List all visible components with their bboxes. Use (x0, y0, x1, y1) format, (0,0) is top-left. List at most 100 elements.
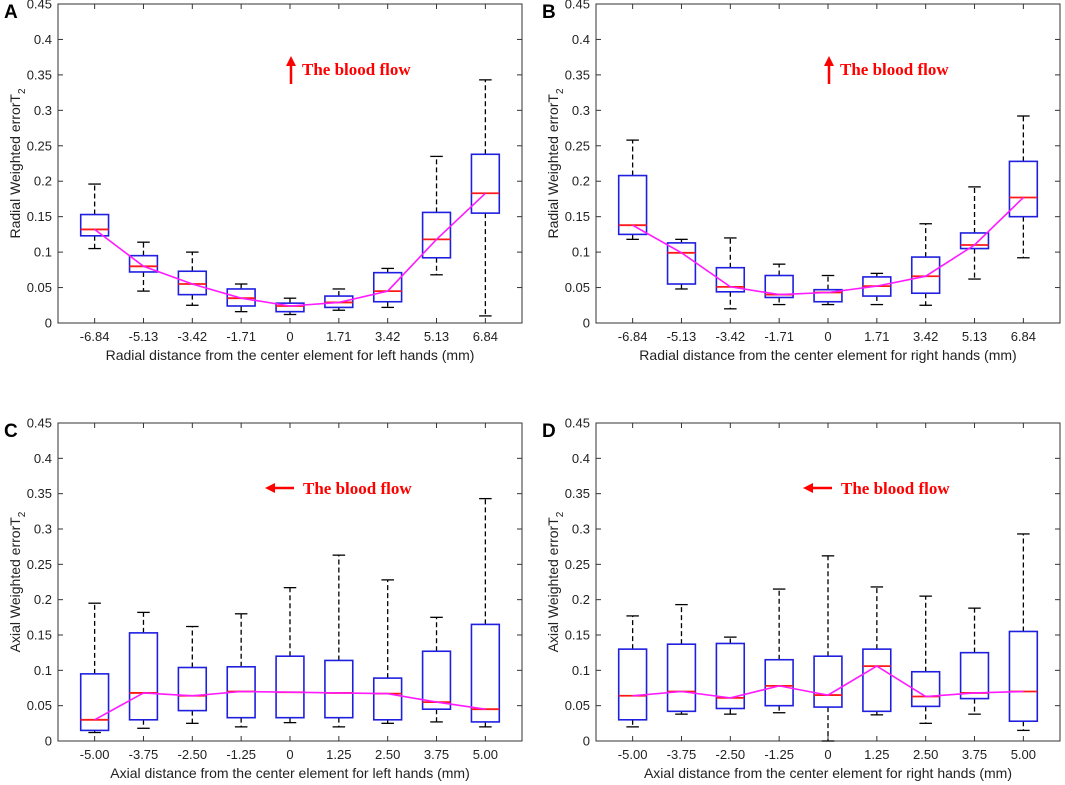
box-7 (910, 595, 941, 724)
y-axis-label: Axial Weighted errorT2 (545, 511, 566, 652)
y-tick-label: 0.4 (34, 451, 52, 466)
x-tick-label: 0 (824, 747, 831, 762)
iqr-box (1008, 160, 1039, 218)
box-9 (470, 497, 501, 728)
median-trend-line (94, 192, 486, 307)
iqr-box (421, 650, 452, 711)
plot-frame (57, 3, 523, 324)
box-8 (421, 155, 452, 276)
y-tick-label: 0.35 (27, 67, 52, 82)
y-tick-label: 0.3 (572, 522, 590, 537)
y-tick-label: 0.05 (565, 280, 590, 295)
x-tick-label: 1.71 (326, 329, 351, 344)
iqr-box (666, 242, 697, 285)
x-tick-label: 1.25 (326, 747, 351, 762)
box-1 (617, 139, 648, 241)
y-axis-label-text: Radial Weighted error (545, 102, 561, 238)
y-tick-label: 0.25 (27, 138, 52, 153)
panel-letter: C (4, 421, 18, 442)
y-tick-label: 0.1 (34, 663, 52, 678)
y-axis-label: Axial Weighted errorT2 (7, 511, 28, 652)
box-4 (764, 263, 794, 306)
x-tick-label: 0 (286, 747, 293, 762)
blood-flow-label: The blood flow (303, 479, 412, 498)
y-tick-label: 0.15 (27, 628, 52, 643)
iqr-box (275, 302, 305, 313)
blood-flow-label: The blood flow (840, 60, 949, 79)
x-tick-label: -1.25 (764, 747, 794, 762)
y-axis-label: Radial Weighted errorT2 (545, 88, 566, 238)
panel-letter: B (542, 2, 556, 23)
iqr-box (177, 666, 208, 712)
x-tick-label: -3.75 (129, 747, 159, 762)
arrow-up-icon (824, 56, 834, 66)
iqr-box (470, 623, 501, 723)
box-1 (79, 602, 110, 734)
y-axis-label-subscript: 2 (17, 511, 28, 517)
y-tick-label: 0.3 (34, 103, 52, 118)
y-tick-label: 0.1 (572, 663, 590, 678)
blood-flow-annotation: The blood flow (286, 56, 411, 84)
panel-b: 0 0.05 0.1 0.15 0.2 0.25 0.3 0.35 0.4 0.45 -6.84 -5… (542, 0, 1061, 363)
box-2 (128, 611, 159, 729)
y-tick-label: 0.15 (565, 628, 590, 643)
y-tick-label: 0.25 (565, 138, 590, 153)
x-tick-label: -1.25 (226, 747, 256, 762)
median-trend-line (632, 196, 1024, 296)
panel-d: 0 0.05 0.1 0.15 0.2 0.25 0.3 0.35 0.4 0.45 -5.00 -3… (542, 416, 1061, 781)
y-tick-label: 0.45 (27, 0, 52, 12)
iqr-box (79, 673, 110, 732)
x-tick-label: 3.42 (375, 329, 400, 344)
y-tick-label: 0.05 (565, 698, 590, 713)
box-9 (1008, 115, 1039, 259)
iqr-box (372, 677, 403, 721)
x-tick-label: -2.50 (715, 747, 745, 762)
y-tick-label: 0.3 (34, 522, 52, 537)
y-tick-label: 0.45 (565, 0, 590, 12)
y-tick-label: 0.1 (34, 245, 52, 260)
box-6 (862, 272, 892, 306)
x-tick-label: 6.84 (473, 329, 498, 344)
x-tick-label: -2.50 (177, 747, 207, 762)
y-axis-label-symbol: T (545, 517, 561, 526)
y-axis-label-subscript: 2 (555, 511, 566, 517)
iqr-box (470, 153, 501, 214)
box-2 (666, 603, 697, 715)
x-axis-label: Radial distance from the center element … (106, 347, 475, 363)
x-tick-label: -5.13 (129, 329, 159, 344)
arrow-left-icon (803, 483, 813, 493)
x-tick-label: -1.71 (226, 329, 256, 344)
box-3 (177, 251, 208, 306)
iqr-box (177, 270, 208, 296)
y-tick-label: 0.45 (565, 416, 590, 431)
y-tick-label: 0 (45, 734, 52, 749)
iqr-box (128, 254, 159, 273)
iqr-box (764, 274, 794, 299)
x-axis-label: Axial distance from the center element f… (644, 765, 1012, 781)
blood-flow-annotation: The blood flow (824, 56, 949, 84)
box-5 (813, 274, 843, 306)
x-tick-label: -5.00 (618, 747, 648, 762)
y-axis-label-subscript: 2 (555, 88, 566, 94)
arrow-left-icon (265, 483, 275, 493)
x-tick-label: 5.00 (473, 747, 498, 762)
arrow-up-icon (286, 56, 296, 66)
iqr-box (617, 648, 648, 721)
box-2 (666, 238, 697, 290)
y-tick-label: 0 (583, 734, 590, 749)
y-tick-label: 0.3 (572, 103, 590, 118)
box-3 (177, 625, 208, 724)
panel-letter: A (4, 2, 18, 23)
iqr-box (862, 648, 892, 713)
y-tick-label: 0.15 (27, 209, 52, 224)
panel-c: 0 0.05 0.1 0.15 0.2 0.25 0.3 0.35 0.4 0.45 -5.00 -3… (4, 416, 523, 781)
box-5 (275, 587, 305, 724)
iqr-box (128, 632, 159, 721)
x-tick-label: -5.00 (80, 747, 110, 762)
x-tick-label: 5.13 (424, 329, 449, 344)
iqr-box (910, 670, 941, 708)
box-8 (959, 607, 990, 715)
x-tick-label: 2.50 (375, 747, 400, 762)
box-7 (372, 267, 403, 309)
